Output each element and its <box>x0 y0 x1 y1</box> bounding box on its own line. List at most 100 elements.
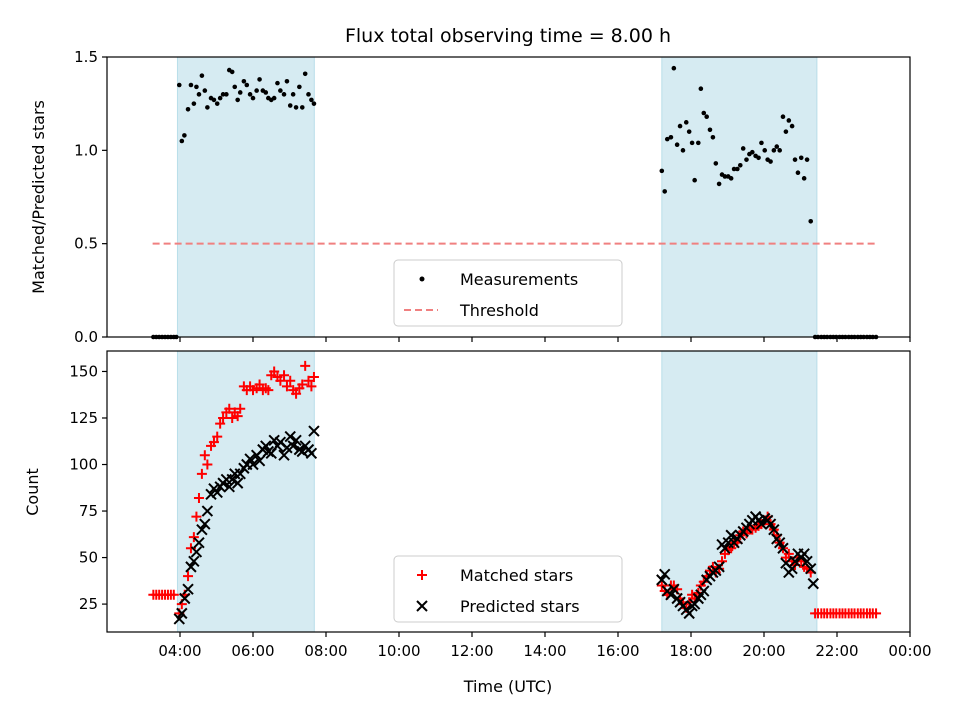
x-tick-label: 22:00 <box>815 642 858 660</box>
predicted-stars-point <box>185 561 197 573</box>
measurement-point <box>244 82 250 88</box>
measurement-point <box>297 84 302 90</box>
bottom-legend-label: Predicted stars <box>460 597 580 616</box>
bottom-y-tick-label: 50 <box>79 549 98 567</box>
predicted-stars-point <box>244 453 256 465</box>
bottom-y-tick-label: 75 <box>79 502 98 520</box>
matched-stars-point <box>215 418 226 429</box>
matched-stars-point <box>306 381 317 392</box>
bottom-y-axis-label: Count <box>23 468 42 516</box>
matched-stars-point <box>279 370 290 381</box>
predicted-stars-point <box>193 536 205 549</box>
measurement-point <box>290 92 296 97</box>
matched-stars-point <box>218 412 229 423</box>
predicted-stars-point <box>247 458 259 471</box>
measurement-point <box>229 69 235 75</box>
measurement-point <box>786 118 792 123</box>
measurement-point <box>191 101 197 106</box>
measurement-point <box>680 148 686 153</box>
predicted-stars-point <box>713 561 725 573</box>
predicted-stars-point <box>226 473 238 486</box>
matched-stars-point <box>235 403 246 414</box>
predicted-stars-point <box>768 523 780 536</box>
predicted-stars-point <box>807 577 819 590</box>
measurement-point <box>696 140 701 146</box>
top-panel: 0.0 0.5 1.0 1.5 Measurements Threshold <box>74 48 911 346</box>
measurement-point <box>182 133 187 138</box>
predicted-stars-point <box>188 555 200 567</box>
measurement-point <box>683 120 689 125</box>
bottom-panel: 25 50 75 100 125 150 04:00 06:00 08:00 10:00 12:00… <box>69 350 932 660</box>
top-y-tick-label: 0.5 <box>74 235 98 253</box>
x-tick-label: 20:00 <box>742 642 785 660</box>
measurement-point <box>237 90 243 95</box>
predicted-stars-point <box>688 598 701 610</box>
measurement-point <box>217 95 223 101</box>
measurement-point <box>774 144 780 149</box>
legend-measurements-marker <box>419 276 425 282</box>
matched-stars-point <box>202 459 213 470</box>
x-tick-label: 10:00 <box>377 642 420 660</box>
predicted-stars-point <box>725 529 737 541</box>
predicted-stars-point <box>199 518 211 530</box>
measurement-point <box>759 140 764 146</box>
predicted-stars-point <box>755 518 768 530</box>
x-tick-label: 16:00 <box>596 642 639 660</box>
predicted-stars-point <box>201 505 214 517</box>
measurement-point <box>744 157 749 162</box>
bottom-y-tick-label: 25 <box>79 595 98 613</box>
matched-stars-point <box>291 388 302 399</box>
predicted-stars-point <box>182 583 194 595</box>
measurement-point <box>750 149 755 155</box>
matched-stars-point <box>285 375 296 386</box>
top-y-tick-label: 1.5 <box>74 48 98 66</box>
measurement-point <box>176 82 182 88</box>
measurement-point <box>211 97 217 103</box>
top-legend-label: Measurements <box>460 270 578 289</box>
measurement-point <box>281 92 287 97</box>
bottom-legend: Matched stars Predicted stars <box>393 555 623 623</box>
bottom-series-predicted-stars <box>173 425 819 625</box>
bottom-y-tick-label: 150 <box>69 362 98 380</box>
measurement-point <box>735 166 740 172</box>
measurement-point <box>247 92 253 97</box>
predicted-stars-point <box>798 548 810 560</box>
predicted-stars-point <box>801 555 813 567</box>
measurement-point <box>768 159 773 164</box>
measurement-point <box>662 189 668 194</box>
predicted-stars-point <box>211 486 223 499</box>
measurement-point <box>795 170 801 176</box>
matched-stars-point <box>254 379 265 390</box>
predicted-stars-point <box>777 542 789 554</box>
bottom-plot-frame <box>106 350 911 633</box>
measurement-point <box>737 162 743 168</box>
top-observing-window-1 <box>176 56 315 338</box>
predicted-stars-point <box>284 430 296 443</box>
measurement-point <box>311 101 317 106</box>
measurement-point <box>284 78 290 84</box>
measurement-point <box>692 177 697 183</box>
measurement-point <box>664 136 670 142</box>
predicted-stars-point <box>173 613 185 625</box>
measurement-point <box>185 106 191 112</box>
measurement-point <box>263 90 269 95</box>
matched-stars-point <box>263 385 274 396</box>
measurement-point <box>271 95 277 101</box>
bottom-observing-window-2 <box>661 350 818 633</box>
measurement-point <box>254 88 259 93</box>
measurement-point <box>762 148 768 153</box>
legend-matched-marker <box>417 570 427 580</box>
measurement-point <box>179 138 185 144</box>
x-tick-label: 14:00 <box>523 642 566 660</box>
bottom-y-tick-label: 125 <box>69 409 98 427</box>
measurement-point <box>194 84 199 90</box>
measurement-point <box>241 78 247 84</box>
measurement-point <box>250 95 256 101</box>
matched-stars-point <box>297 379 308 390</box>
measurement-point <box>704 114 709 120</box>
predicted-stars-point <box>190 546 203 558</box>
measurement-point <box>808 218 814 224</box>
measurement-point <box>235 97 240 103</box>
measurement-point <box>780 114 786 120</box>
